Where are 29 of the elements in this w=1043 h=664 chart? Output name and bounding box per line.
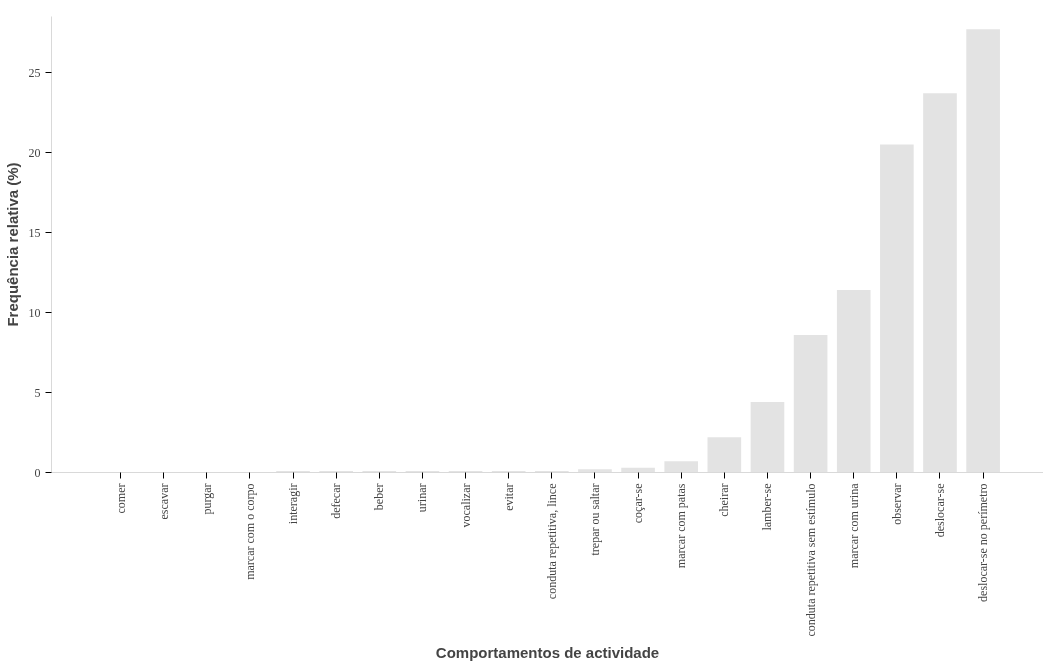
y-tick-label: 10 <box>28 305 41 320</box>
x-tick-label: marcar com urina <box>846 482 861 569</box>
x-tick-label: urinar <box>415 483 430 513</box>
x-tick-label: purgar <box>199 483 214 515</box>
x-tick-label: marcar com patas <box>674 483 689 569</box>
y-tick-label: 5 <box>34 385 41 400</box>
x-tick-label: cheirar <box>717 483 732 517</box>
x-tick-label: interagir <box>286 483 301 525</box>
x-tick-label: lamber-se <box>760 483 775 531</box>
x-tick-label: defecar <box>329 483 344 519</box>
x-tick-label: conduta repetitiva sem estímulo <box>803 483 818 637</box>
x-tick-label: conduta repetitiva, lince <box>544 483 559 600</box>
x-tick-label: comer <box>113 483 128 514</box>
x-tick-label: coçar-se <box>631 483 646 524</box>
x-tick-label: evitar <box>501 483 516 511</box>
x-tick-label: marcar com o corpo <box>242 483 257 580</box>
y-tick-label: 15 <box>28 225 41 240</box>
x-tick-label: beber <box>372 483 387 511</box>
x-tick-label: deslocar-se no perímetro <box>976 483 991 602</box>
y-tick-label: 0 <box>34 465 41 480</box>
x-axis-title: Comportamentos de actividade <box>435 644 660 662</box>
x-tick-label: deslocar-se <box>932 483 947 538</box>
x-tick-label: vocalizar <box>458 483 473 528</box>
x-tick-label: escavar <box>156 483 171 520</box>
y-axis-title: Frequência relativa (%) <box>3 162 21 327</box>
y-tick-label: 25 <box>28 65 41 80</box>
x-tick-label: trepar ou saltar <box>587 483 602 556</box>
y-tick-label: 20 <box>28 145 41 160</box>
x-tick-label: observar <box>889 483 904 525</box>
